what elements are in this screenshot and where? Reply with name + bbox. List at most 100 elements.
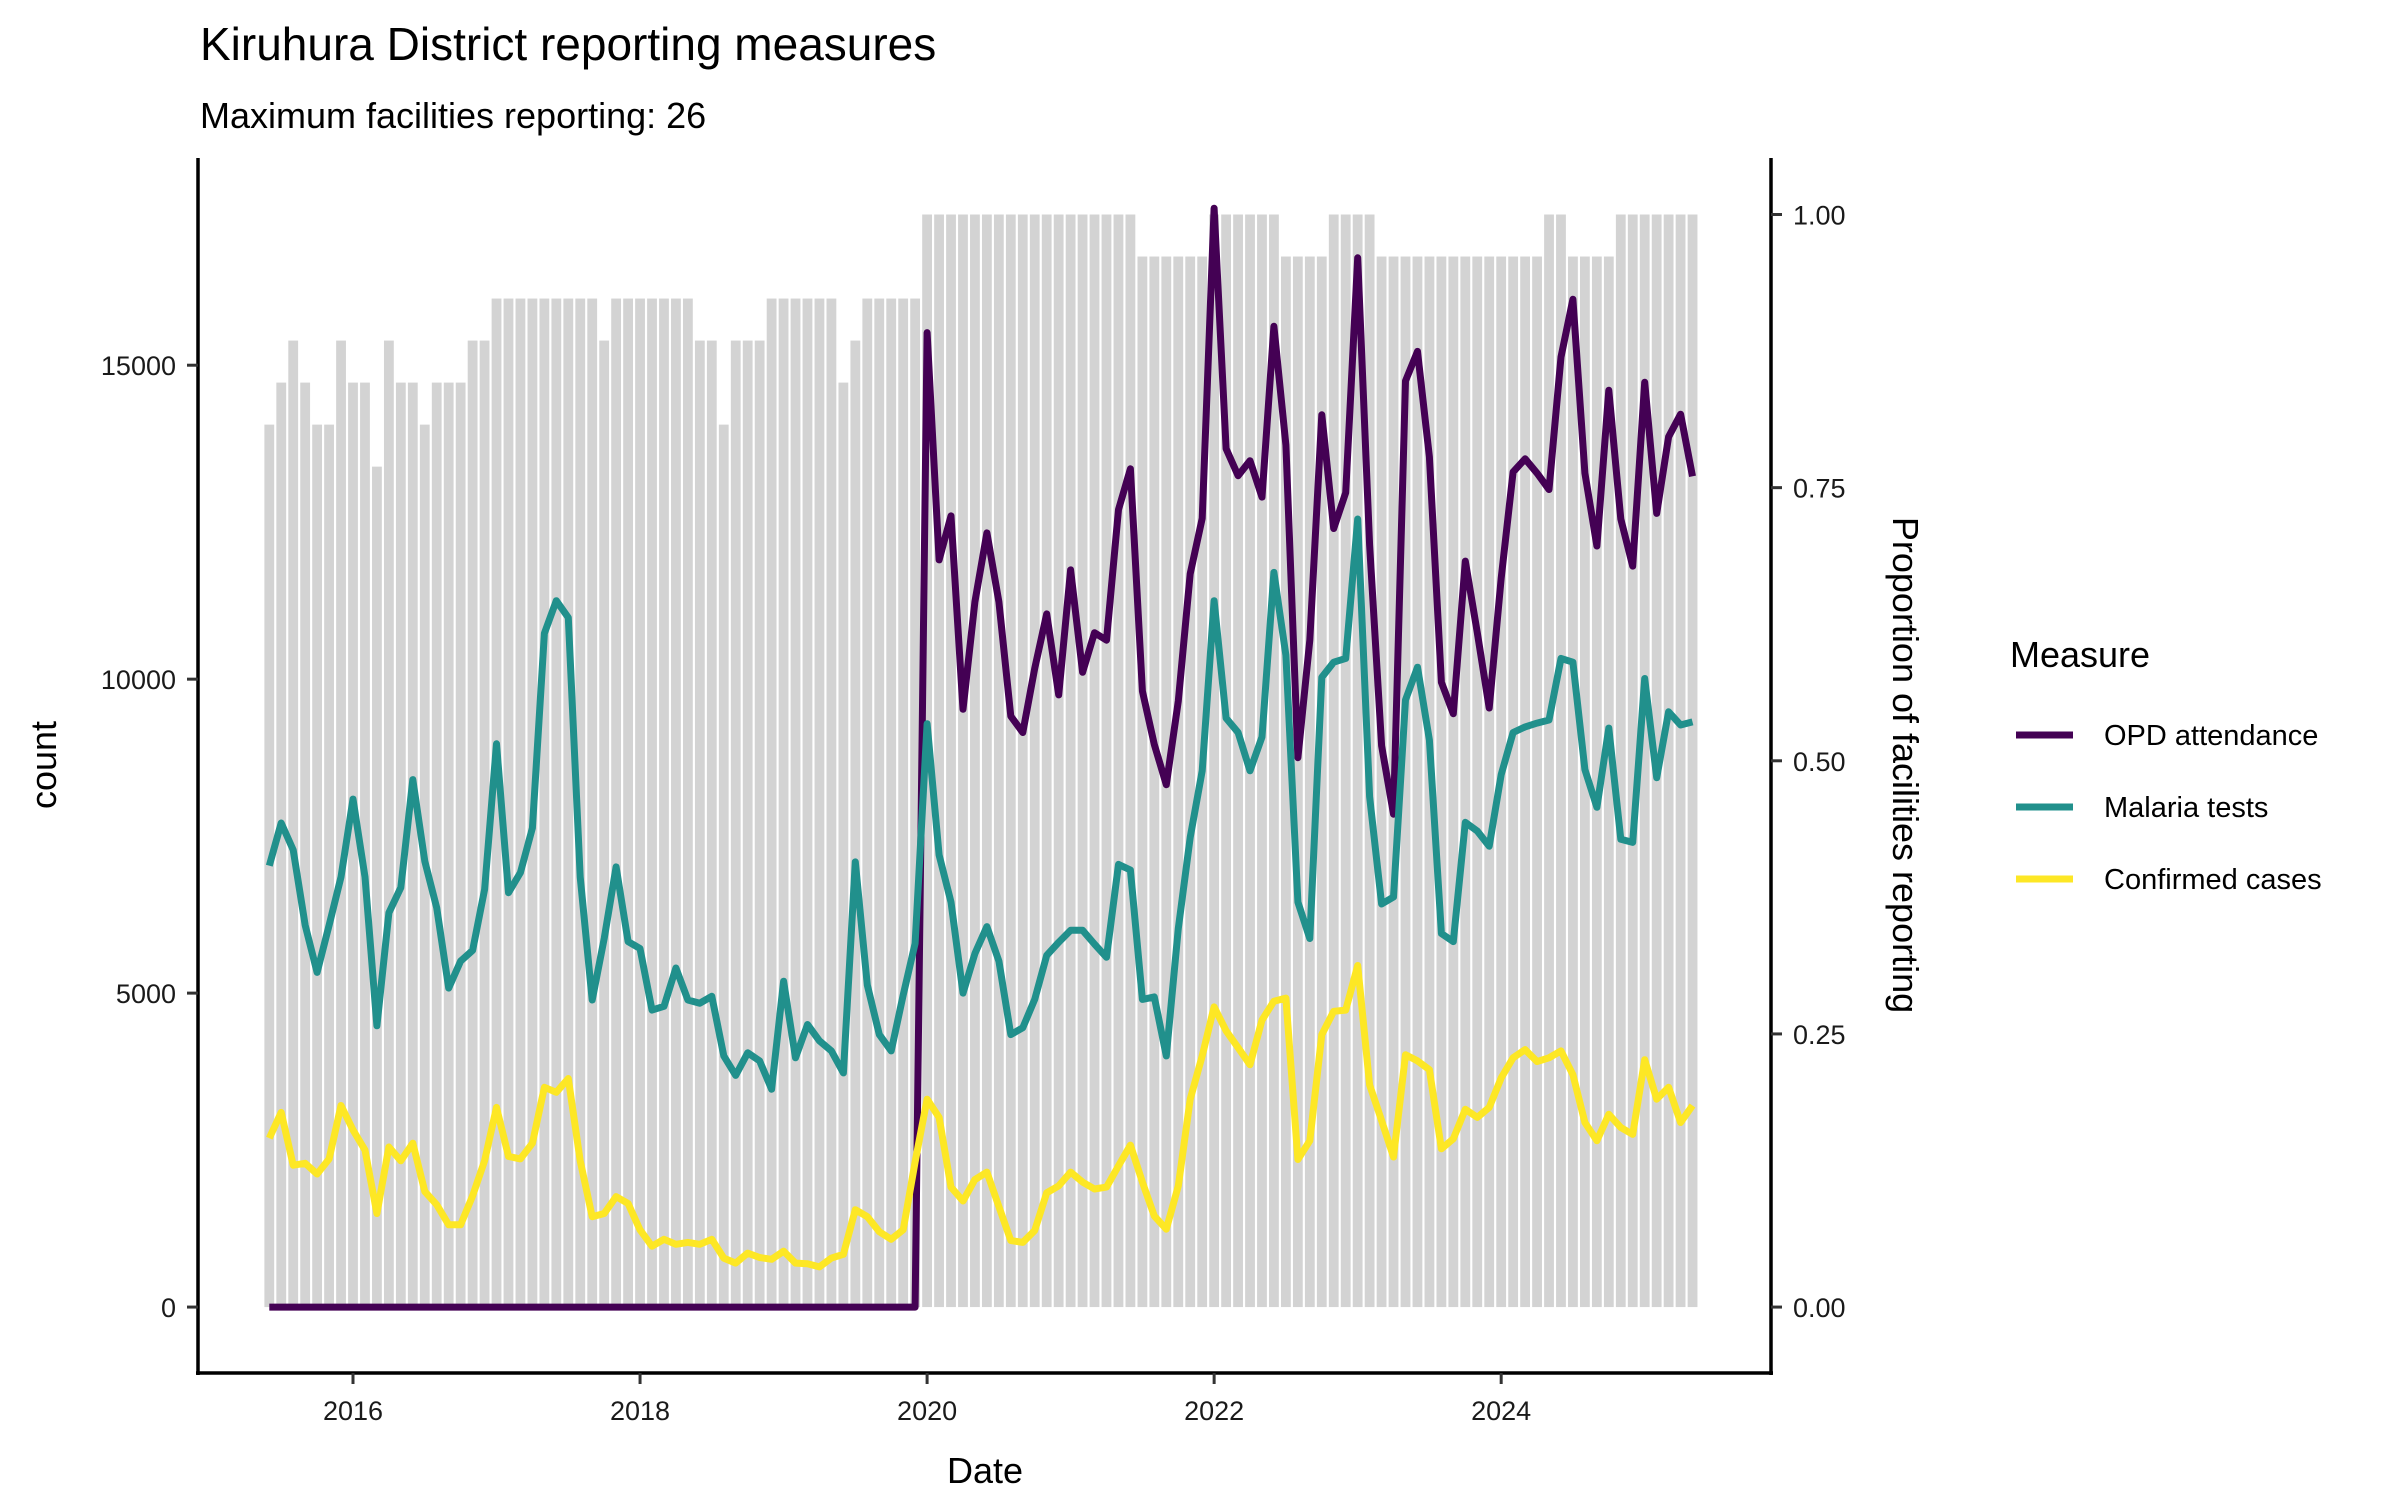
y-tick-label: 10000 <box>101 665 176 695</box>
facility-bar <box>1185 256 1196 1308</box>
facility-bar <box>1101 214 1112 1308</box>
facility-bar <box>1041 214 1052 1308</box>
facility-bar <box>1615 214 1626 1308</box>
facility-bar <box>694 340 705 1308</box>
facility-bar <box>288 340 299 1308</box>
x-tick-label: 2022 <box>1184 1396 1244 1426</box>
facility-bar <box>993 214 1004 1308</box>
facility-bar <box>1125 214 1136 1308</box>
facility-bar <box>611 298 622 1308</box>
facility-bar <box>1221 214 1231 1308</box>
facility-bar <box>1113 214 1124 1308</box>
facility-bar <box>874 298 885 1308</box>
facility-bar <box>1304 256 1315 1308</box>
x-tick-label: 2024 <box>1471 1396 1531 1426</box>
facility-bar <box>1149 256 1160 1308</box>
series-line-opd-attendance <box>269 204 1696 1311</box>
facility-bar <box>1352 214 1363 1308</box>
x-tick-label: 2016 <box>323 1396 383 1426</box>
facility-bar <box>1448 256 1459 1308</box>
facility-bar <box>898 298 909 1308</box>
facility-bar <box>503 298 514 1308</box>
facility-bar <box>324 424 334 1308</box>
y2-tick-label: 0.25 <box>1793 1020 1846 1050</box>
legend-label: Malaria tests <box>2104 792 2268 824</box>
facility-bar <box>1209 214 1220 1308</box>
facility-bar <box>443 382 454 1308</box>
facility-bar <box>312 424 323 1308</box>
facility-bar <box>1005 214 1016 1308</box>
facility-bar <box>1579 256 1590 1308</box>
series-lines <box>265 204 1696 1311</box>
facility-bar <box>587 298 598 1308</box>
facility-bar <box>431 382 442 1308</box>
y2-tick-label: 0.50 <box>1793 747 1846 777</box>
facility-bar <box>718 424 729 1308</box>
facility-bar <box>970 214 980 1308</box>
facility-bar <box>1029 214 1040 1308</box>
facility-bar <box>1137 256 1148 1308</box>
facility-bar <box>730 340 741 1308</box>
facility-bar <box>276 382 287 1308</box>
facility-bar <box>946 214 956 1308</box>
facility-bar <box>981 214 992 1308</box>
facility-bar <box>407 382 418 1308</box>
facility-bar <box>1269 214 1279 1308</box>
facility-bar <box>802 298 813 1308</box>
facility-bar <box>814 298 825 1308</box>
facility-bar <box>1292 256 1303 1308</box>
facility-bar <box>1627 214 1638 1308</box>
facility-bar <box>886 298 897 1308</box>
facility-bar <box>850 340 861 1308</box>
facility-bar <box>1257 214 1267 1308</box>
legend-title: Measure <box>2010 634 2150 675</box>
facilities-bars <box>264 214 1698 1308</box>
facility-bar <box>1663 214 1674 1308</box>
facility-bar <box>1639 214 1650 1308</box>
facility-bar <box>1687 214 1698 1308</box>
facility-bar <box>1053 214 1064 1308</box>
facility-bar <box>372 466 382 1308</box>
y-axis-title: count <box>23 721 64 809</box>
facility-bar <box>467 340 478 1308</box>
facility-bar <box>1233 214 1243 1308</box>
facility-bar <box>826 298 837 1308</box>
series-line-malaria-tests <box>265 515 1694 1093</box>
facility-bar <box>958 214 968 1308</box>
facility-bar <box>1328 214 1339 1308</box>
facility-bar <box>1568 256 1578 1308</box>
facility-bar <box>395 382 406 1308</box>
y2-tick-label: 0.00 <box>1793 1293 1846 1323</box>
facility-bar <box>1280 256 1291 1308</box>
y2-tick-label: 0.75 <box>1793 474 1846 504</box>
chart-title: Kiruhura District reporting measures <box>200 18 936 70</box>
facility-bar <box>563 298 574 1308</box>
facility-bar <box>1460 256 1471 1308</box>
facility-bar <box>1340 214 1351 1308</box>
facility-bar <box>1603 256 1614 1308</box>
facility-bar <box>671 298 681 1308</box>
legend: Measure OPD attendance Malaria tests Confi… <box>2010 634 2322 896</box>
facility-bar <box>599 340 610 1308</box>
legend-label: OPD attendance <box>2104 720 2318 752</box>
facility-bar <box>360 382 370 1308</box>
facility-bar <box>491 298 502 1308</box>
facility-bar <box>1508 256 1519 1308</box>
facility-bar <box>1556 214 1566 1308</box>
facility-bar <box>1077 214 1088 1308</box>
series-line-confirmed-cases <box>266 962 1696 1271</box>
y2-ticks: 0.00 0.25 0.50 0.75 1.00 <box>1771 201 1846 1323</box>
facility-bar <box>934 214 944 1308</box>
facility-bar <box>264 424 275 1308</box>
facility-bar <box>1436 256 1447 1308</box>
facility-bar <box>838 382 849 1308</box>
facility-bar <box>455 382 466 1308</box>
facility-bar <box>1316 256 1327 1308</box>
facility-bar <box>623 298 633 1308</box>
facility-bar <box>1065 214 1076 1308</box>
y-tick-label: 5000 <box>116 979 176 1009</box>
facility-bar <box>682 298 693 1308</box>
facility-bar <box>754 340 765 1308</box>
facility-bar <box>706 340 717 1308</box>
